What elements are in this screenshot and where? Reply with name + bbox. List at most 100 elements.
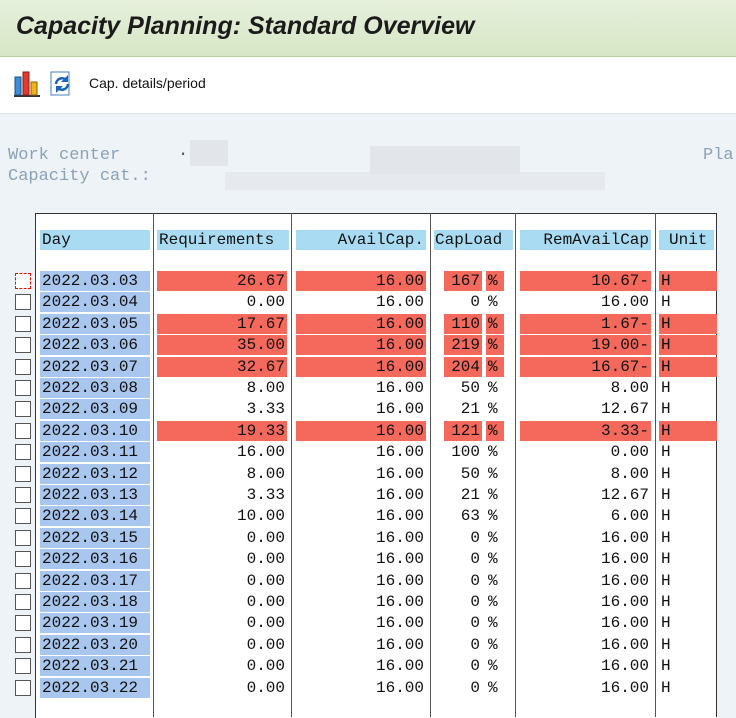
row-select-checkbox[interactable] — [15, 508, 31, 525]
capload-percent-cell: % — [488, 571, 498, 590]
capload-cell: 0 — [470, 550, 480, 569]
capload-percent-cell: % — [488, 635, 498, 654]
table-row[interactable]: 2022.03.21 0.00 16.00 0% 16.00 H — [0, 656, 736, 677]
capload-percent-cell: % — [488, 657, 498, 676]
day-cell: 2022.03.14 — [40, 506, 150, 527]
row-select-checkbox[interactable] — [15, 422, 31, 439]
day-cell: 2022.03.16 — [40, 549, 150, 570]
availcap-cell: 16.00 — [296, 356, 426, 377]
availcap-cell: 16.00 — [375, 293, 424, 312]
table-row[interactable]: 2022.03.19 0.00 16.00 0% 16.00 H — [0, 613, 736, 634]
unit-cell: H — [659, 313, 717, 334]
row-select-checkbox[interactable] — [15, 294, 31, 311]
day-cell: 2022.03.17 — [40, 570, 150, 591]
row-select-checkbox[interactable] — [15, 465, 31, 482]
capload-percent-cell: % — [486, 335, 504, 356]
requirements-cell: 0.00 — [246, 614, 285, 633]
row-select-checkbox[interactable] — [15, 529, 31, 546]
row-select-checkbox[interactable] — [15, 615, 31, 632]
unit-cell: H — [661, 593, 671, 611]
table-row[interactable]: 2022.03.18 0.00 16.00 0% 16.00 H — [0, 592, 736, 613]
availcap-cell: 16.00 — [296, 313, 426, 334]
refresh-icon[interactable] — [47, 69, 77, 99]
row-select-checkbox[interactable] — [15, 401, 31, 418]
row-select-checkbox[interactable] — [15, 594, 31, 610]
redacted-field — [190, 140, 228, 166]
remavailcap-cell: 12.67 — [600, 400, 649, 419]
capload-cell: 0 — [470, 571, 480, 590]
availcap-cell: 16.00 — [375, 657, 424, 676]
row-select-checkbox[interactable] — [15, 658, 31, 675]
capload-percent-cell: % — [488, 486, 498, 504]
column-header-remavailcap[interactable]: RemAvailCap — [520, 230, 651, 250]
column-header-day[interactable]: Day — [40, 230, 150, 250]
column-header-capload[interactable]: CapLoad — [434, 230, 513, 250]
table-row[interactable]: 2022.03.10 19.33 16.00 121% 3.33- H — [0, 420, 736, 442]
requirements-cell: 8.00 — [246, 379, 285, 397]
row-select-checkbox[interactable] — [15, 358, 31, 375]
unit-cell: H — [661, 678, 671, 697]
row-select-checkbox[interactable] — [15, 679, 31, 696]
table-row[interactable]: 2022.03.03 26.67 16.00 167% 10.67- H — [0, 271, 736, 292]
column-header-availcap[interactable]: AvailCap. — [296, 230, 426, 250]
table-row[interactable]: 2022.03.14 10.00 16.00 63% 6.00 H — [0, 506, 736, 527]
table-row[interactable]: 2022.03.05 17.67 16.00 110% 1.67- H — [0, 313, 736, 335]
availcap-cell: 16.00 — [375, 571, 424, 590]
availcap-cell: 16.00 — [375, 486, 424, 504]
row-select-checkbox[interactable] — [15, 315, 31, 332]
table-row[interactable]: 2022.03.20 0.00 16.00 0% 16.00 H — [0, 634, 736, 656]
capload-cell: 100 — [451, 443, 480, 462]
table-row[interactable]: 2022.03.08 8.00 16.00 50% 8.00 H — [0, 378, 736, 399]
requirements-cell: 8.00 — [246, 464, 285, 483]
column-header-requirements[interactable]: Requirements — [157, 230, 289, 250]
row-select-checkbox[interactable] — [15, 444, 31, 461]
availcap-cell: 16.00 — [375, 528, 424, 547]
availcap-cell: 16.00 — [375, 379, 424, 397]
capload-cell: 219 — [444, 335, 482, 356]
availcap-cell: 16.00 — [375, 678, 424, 697]
row-select-checkbox[interactable] — [15, 636, 31, 653]
table-row[interactable]: 2022.03.11 16.00 16.00 100% 0.00 H — [0, 442, 736, 463]
requirements-cell: 0.00 — [246, 550, 285, 569]
table-row[interactable]: 2022.03.22 0.00 16.00 0% 16.00 H — [0, 677, 736, 699]
table-row[interactable]: 2022.03.16 0.00 16.00 0% 16.00 H — [0, 549, 736, 570]
cap-details-button[interactable]: Cap. details/period — [89, 75, 206, 91]
bar-chart-icon[interactable] — [12, 69, 42, 99]
table-row[interactable]: 2022.03.07 32.67 16.00 204% 16.67- H — [0, 356, 736, 378]
requirements-cell: 32.67 — [157, 356, 287, 377]
table-row[interactable]: 2022.03.09 3.33 16.00 21% 12.67 H — [0, 399, 736, 420]
day-cell: 2022.03.07 — [40, 356, 150, 377]
row-select-checkbox[interactable] — [15, 337, 31, 354]
table-row[interactable]: 2022.03.15 0.00 16.00 0% 16.00 H — [0, 527, 736, 549]
row-select-checkbox[interactable] — [15, 273, 31, 289]
capload-cell: 167 — [444, 271, 482, 291]
availcap-cell: 16.00 — [375, 550, 424, 569]
table-row[interactable]: 2022.03.04 0.00 16.00 0% 16.00 H — [0, 292, 736, 313]
row-select-checkbox[interactable] — [15, 487, 31, 503]
day-cell: 2022.03.06 — [40, 335, 150, 356]
day-cell: 2022.03.11 — [40, 442, 150, 463]
remavailcap-cell: 16.00 — [600, 593, 649, 611]
plant-label: Pla — [703, 146, 734, 165]
table-row[interactable]: 2022.03.17 0.00 16.00 0% 16.00 H — [0, 570, 736, 592]
availcap-cell: 16.00 — [296, 271, 426, 291]
column-header-unit[interactable]: Unit — [659, 230, 714, 250]
capload-cell: 0 — [470, 635, 480, 654]
requirements-cell: 10.00 — [236, 507, 285, 526]
table-row[interactable]: 2022.03.06 35.00 16.00 219% 19.00- H — [0, 335, 736, 356]
row-select-checkbox[interactable] — [15, 380, 31, 396]
row-select-checkbox[interactable] — [15, 572, 31, 589]
unit-cell: H — [661, 657, 671, 676]
capload-percent-cell: % — [486, 420, 504, 441]
remavailcap-cell: 16.00 — [600, 635, 649, 654]
row-select-checkbox[interactable] — [15, 551, 31, 568]
capload-percent-cell: % — [488, 507, 498, 526]
unit-cell: H — [661, 464, 671, 483]
capload-percent-cell: % — [488, 400, 498, 419]
requirements-cell: 16.00 — [236, 443, 285, 462]
table-row[interactable]: 2022.03.13 3.33 16.00 21% 12.67 H — [0, 485, 736, 506]
table-row[interactable]: 2022.03.12 8.00 16.00 50% 8.00 H — [0, 463, 736, 485]
remavailcap-cell: 16.00 — [600, 614, 649, 633]
requirements-cell: 3.33 — [246, 486, 285, 504]
unit-cell: H — [661, 486, 671, 504]
